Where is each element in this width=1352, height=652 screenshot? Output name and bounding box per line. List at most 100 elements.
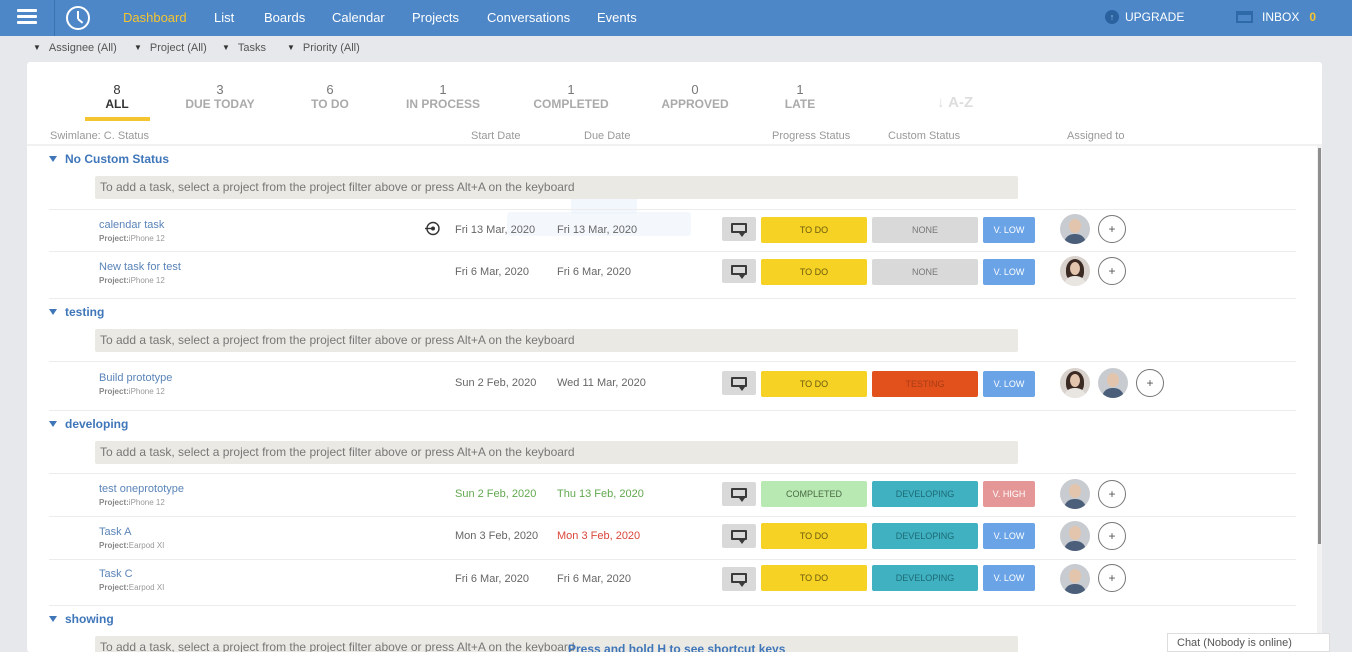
sort-button[interactable]: ↓ A-Z — [937, 94, 973, 111]
header-divider — [27, 144, 1322, 146]
progress-status[interactable]: COMPLETED — [761, 481, 867, 507]
stat-in-process[interactable]: 1 IN PROCESS — [388, 82, 498, 112]
add-assignee-button[interactable]: + — [1098, 522, 1126, 550]
menu-icon[interactable] — [17, 9, 37, 25]
nav-conversations[interactable]: Conversations — [487, 10, 571, 25]
nav-list[interactable]: List — [214, 10, 235, 25]
task-name[interactable]: calendar task — [99, 219, 165, 231]
nav-dashboard[interactable]: Dashboard — [123, 10, 187, 25]
task-name[interactable]: test oneprototype — [99, 483, 185, 495]
due-date[interactable]: Wed 11 Mar, 2020 — [557, 377, 646, 389]
add-task-hint[interactable]: To add a task, select a project from the… — [95, 329, 1018, 352]
avatar[interactable] — [1098, 368, 1128, 398]
priority-badge[interactable]: V. LOW — [983, 259, 1035, 285]
filter-priority[interactable]: ▼ Priority (All) — [287, 42, 360, 54]
row-divider — [49, 410, 1296, 411]
col-start-date[interactable]: Start Date — [471, 130, 521, 142]
group-header[interactable]: developing — [49, 417, 128, 431]
group-header[interactable]: showing — [49, 612, 114, 626]
stat-due-today[interactable]: 3 DUE TODAY — [165, 82, 275, 112]
avatar[interactable] — [1060, 368, 1090, 398]
priority-badge[interactable]: V. LOW — [983, 217, 1035, 243]
filter-project[interactable]: ▼ Project (All) — [134, 42, 207, 54]
comment-button[interactable] — [722, 259, 756, 283]
add-assignee-button[interactable]: + — [1136, 369, 1164, 397]
add-task-hint[interactable]: To add a task, select a project from the… — [95, 441, 1018, 464]
add-task-hint[interactable]: To add a task, select a project from the… — [95, 176, 1018, 199]
task-project: Project:iPhone 12 — [99, 387, 165, 396]
start-date[interactable]: Sun 2 Feb, 2020 — [455, 488, 537, 500]
task-name[interactable]: Task A — [99, 526, 132, 538]
comment-button[interactable] — [722, 567, 756, 591]
stat-to-do[interactable]: 6 TO DO — [275, 82, 385, 112]
avatar[interactable] — [1060, 521, 1090, 551]
stat-count: 8 — [113, 82, 121, 97]
comment-button[interactable] — [722, 371, 756, 395]
task-name[interactable]: New task for test — [99, 261, 181, 273]
nav-calendar[interactable]: Calendar — [332, 10, 385, 25]
group-header[interactable]: testing — [49, 305, 104, 319]
chat-widget[interactable]: Chat (Nobody is online) — [1167, 633, 1330, 652]
custom-status[interactable]: NONE — [872, 217, 978, 243]
add-assignee-button[interactable]: + — [1098, 480, 1126, 508]
filter-assignee[interactable]: ▼ Assignee (All) — [33, 42, 117, 54]
nav-projects[interactable]: Projects — [412, 10, 459, 25]
due-date[interactable]: Fri 13 Mar, 2020 — [557, 224, 638, 236]
comment-button[interactable] — [722, 482, 756, 506]
start-date[interactable]: Fri 6 Mar, 2020 — [455, 573, 529, 585]
custom-status[interactable]: DEVELOPING — [872, 523, 978, 549]
comment-button[interactable] — [722, 524, 756, 548]
stat-all[interactable]: 8 ALL — [62, 82, 172, 112]
avatar[interactable] — [1060, 479, 1090, 509]
custom-status[interactable]: DEVELOPING — [872, 481, 978, 507]
start-date[interactable]: Fri 13 Mar, 2020 — [455, 224, 536, 236]
due-date[interactable]: Fri 6 Mar, 2020 — [557, 266, 631, 278]
col-assigned-to[interactable]: Assigned to — [1067, 130, 1125, 142]
progress-status[interactable]: TO DO — [761, 259, 867, 285]
due-date[interactable]: Mon 3 Feb, 2020 — [557, 530, 641, 542]
nav-boards[interactable]: Boards — [264, 10, 306, 25]
filter-tasks[interactable]: ▼ Tasks — [222, 42, 266, 54]
stat-count: 1 — [796, 82, 804, 97]
inbox-button[interactable]: INBOX 0 — [1236, 10, 1316, 24]
task-name[interactable]: Build prototype — [99, 372, 173, 384]
progress-status[interactable]: TO DO — [761, 371, 867, 397]
stat-completed[interactable]: 1 COMPLETED — [516, 82, 626, 112]
progress-status[interactable]: TO DO — [761, 523, 867, 549]
clock-icon[interactable] — [66, 6, 90, 30]
priority-badge[interactable]: V. HIGH — [983, 481, 1035, 507]
comment-button[interactable] — [722, 217, 756, 241]
progress-status[interactable]: TO DO — [761, 565, 867, 591]
avatar[interactable] — [1060, 214, 1090, 244]
add-assignee-button[interactable]: + — [1098, 564, 1126, 592]
custom-status[interactable]: NONE — [872, 259, 978, 285]
upgrade-button[interactable]: ↑ UPGRADE — [1105, 10, 1184, 24]
stat-approved[interactable]: 0 APPROVED — [640, 82, 750, 112]
start-date[interactable]: Fri 6 Mar, 2020 — [455, 266, 529, 278]
add-assignee-button[interactable]: + — [1098, 257, 1126, 285]
group-header[interactable]: No Custom Status — [49, 152, 169, 166]
col-due-date[interactable]: Due Date — [584, 130, 631, 142]
pin-icon[interactable] — [425, 221, 440, 236]
custom-status[interactable]: TESTING — [872, 371, 978, 397]
avatar[interactable] — [1060, 564, 1090, 594]
add-task-hint[interactable]: To add a task, select a project from the… — [95, 636, 1018, 652]
scrollbar-thumb[interactable] — [1318, 148, 1321, 544]
col-swimlane[interactable]: Swimlane: C. Status — [50, 130, 150, 142]
nav-events[interactable]: Events — [597, 10, 637, 25]
priority-badge[interactable]: V. LOW — [983, 523, 1035, 549]
start-date[interactable]: Sun 2 Feb, 2020 — [455, 377, 537, 389]
due-date[interactable]: Thu 13 Feb, 2020 — [557, 488, 644, 500]
priority-badge[interactable]: V. LOW — [983, 565, 1035, 591]
start-date[interactable]: Mon 3 Feb, 2020 — [455, 530, 539, 542]
col-custom-status[interactable]: Custom Status — [888, 130, 961, 142]
add-assignee-button[interactable]: + — [1098, 215, 1126, 243]
custom-status[interactable]: DEVELOPING — [872, 565, 978, 591]
priority-badge[interactable]: V. LOW — [983, 371, 1035, 397]
due-date[interactable]: Fri 6 Mar, 2020 — [557, 573, 631, 585]
task-name[interactable]: Task C — [99, 568, 133, 580]
avatar[interactable] — [1060, 256, 1090, 286]
stat-late[interactable]: 1 LATE — [745, 82, 855, 112]
col-progress-status[interactable]: Progress Status — [772, 130, 851, 142]
progress-status[interactable]: TO DO — [761, 217, 867, 243]
